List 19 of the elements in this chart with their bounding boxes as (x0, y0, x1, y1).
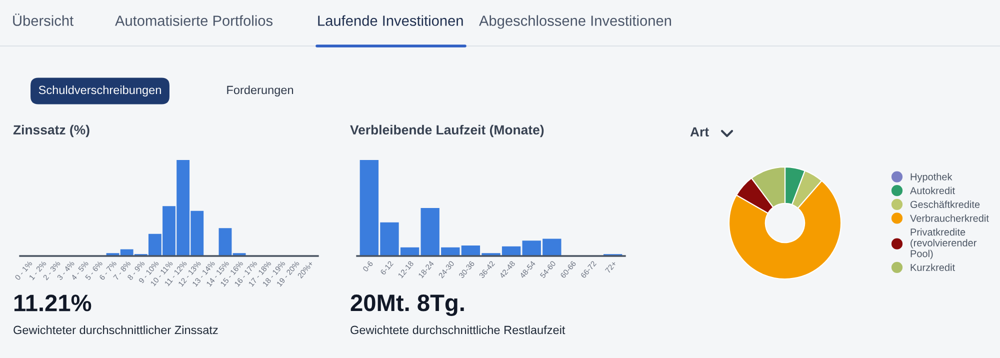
text: Laufende Investitionen (318, 15, 463, 26)
text: 11.21% (14, 294, 92, 312)
text: Gewichteter durchschnittlicher Zinssatz (14, 325, 218, 334)
text: Gewichtete durchschnittliche Restlaufzeit (350, 325, 566, 334)
text: Automatisierte Portfolios (115, 15, 273, 26)
legend-label: Privatkredite (revolvierender Pool) (910, 228, 977, 260)
legend-label: Kurzkredit (910, 264, 955, 272)
text: Schuldverschreibungen (38, 86, 161, 96)
legend-label: Geschäftkredite (910, 200, 980, 208)
text: Abgeschlossene Investitionen (479, 15, 672, 29)
legend-label: Hypothek (910, 173, 952, 182)
legend-label: Autokredit (910, 186, 955, 194)
text: Übersicht (13, 14, 74, 26)
text: Forderungen (227, 86, 294, 96)
text: 20Mt. 8Tg. (350, 294, 464, 316)
chart-title: Art (690, 127, 709, 137)
chart-title: Verbleibende Laufzeit (Monate) (350, 124, 544, 138)
chart-title: Zinssatz (%) (13, 124, 90, 138)
legend-label: Verbraucherkredit (910, 214, 989, 222)
